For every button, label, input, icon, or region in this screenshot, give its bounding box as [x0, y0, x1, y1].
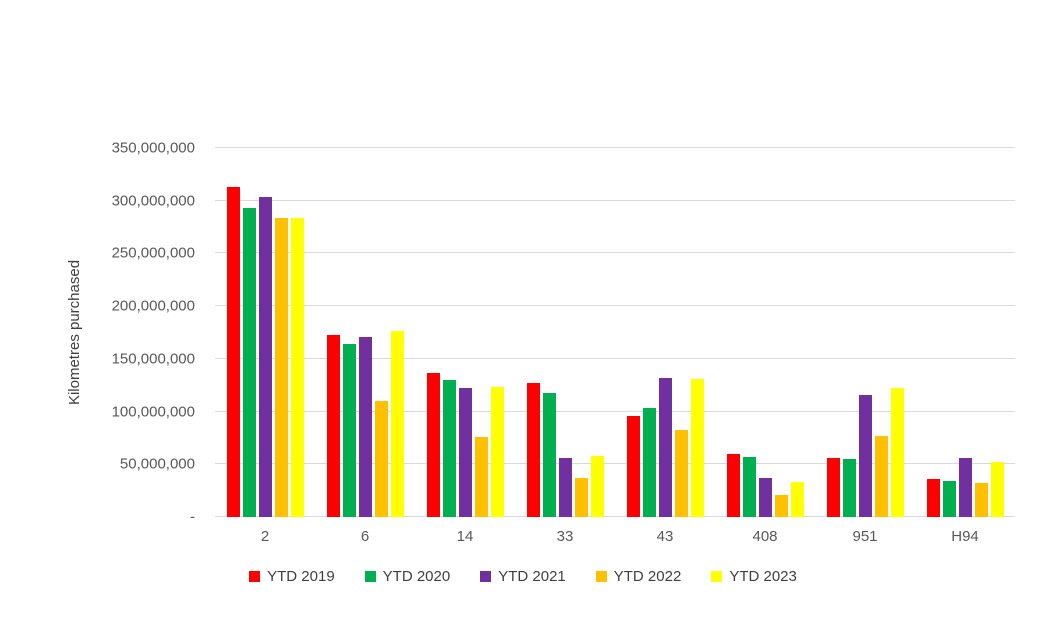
legend-label: YTD 2023 — [729, 568, 797, 585]
legend-swatch-ytd-2020 — [364, 571, 376, 582]
bar-ytd-2019-2 — [226, 187, 240, 517]
gridline — [215, 410, 1015, 412]
bar-ytd-2023-2 — [290, 217, 304, 517]
bar-ytd-2020-6 — [342, 344, 356, 517]
bar-ytd-2021-408 — [758, 478, 772, 517]
x-tick-label-6: 6 — [360, 528, 370, 545]
x-axis-tick-labels: 2 6 14 33 43 408 951 H94 — [215, 528, 1015, 545]
gridline — [215, 252, 1015, 254]
gridline — [215, 147, 1015, 148]
bar-group-951 — [826, 148, 904, 517]
bar-ytd-2019-408 — [726, 453, 740, 517]
bar-ytd-2021-2 — [258, 196, 272, 517]
bar-ytd-2020-951 — [842, 459, 856, 517]
gridline — [215, 357, 1015, 359]
bar-ytd-2019-6 — [326, 334, 340, 517]
bar-ytd-2022-951 — [874, 435, 888, 517]
bar-ytd-2019-14 — [426, 372, 440, 517]
bar-ytd-2019-33 — [526, 383, 540, 517]
bar-ytd-2023-H94 — [990, 462, 1004, 517]
x-tick-label-43: 43 — [656, 528, 674, 545]
bar-ytd-2022-14 — [474, 436, 488, 517]
x-tick-label-408: 408 — [752, 528, 778, 545]
y-tick-label: 200,000,000 — [111, 297, 195, 315]
legend-item-ytd-2022: YTD 2022 — [595, 568, 682, 585]
bar-group-14 — [426, 148, 504, 517]
y-tick-label: 100,000,000 — [111, 403, 195, 421]
bar-ytd-2020-14 — [442, 379, 456, 517]
bar-group-H94 — [926, 148, 1004, 517]
bar-ytd-2023-408 — [790, 482, 804, 517]
bar-ytd-2022-2 — [274, 217, 288, 517]
bar-ytd-2022-408 — [774, 494, 788, 517]
bar-ytd-2020-33 — [542, 392, 556, 517]
y-axis-tick-labels: - 50,000,000 100,000,000 150,000,000 200,000… — [0, 140, 205, 526]
bar-ytd-2019-951 — [826, 457, 840, 517]
legend-swatch-ytd-2019 — [249, 571, 261, 582]
bar-ytd-2022-H94 — [974, 483, 988, 517]
x-tick-label-33: 33 — [556, 528, 574, 545]
bar-ytd-2023-14 — [490, 387, 504, 517]
bar-ytd-2021-33 — [558, 457, 572, 517]
legend-swatch-ytd-2022 — [595, 571, 607, 582]
legend-label: YTD 2022 — [613, 568, 682, 585]
y-tick-label: 150,000,000 — [111, 350, 195, 368]
legend-item-ytd-2023: YTD 2023 — [711, 568, 797, 585]
bar-group-33 — [526, 148, 604, 517]
x-tick-label-14: 14 — [456, 528, 474, 545]
bar-ytd-2021-951 — [858, 394, 872, 517]
y-tick-label: 250,000,000 — [111, 244, 195, 262]
bar-ytd-2023-6 — [390, 331, 404, 517]
gridline — [215, 199, 1015, 201]
bar-ytd-2023-951 — [890, 388, 904, 517]
bar-ytd-2022-43 — [674, 429, 688, 517]
legend: YTD 2019 YTD 2020 YTD 2021 YTD 2022 YTD 2023 — [0, 568, 1046, 585]
legend-label: YTD 2019 — [267, 568, 335, 585]
legend-item-ytd-2021: YTD 2021 — [480, 568, 566, 585]
x-tick-label-951: 951 — [852, 528, 878, 545]
y-tick-label: - — [190, 508, 195, 526]
gridline — [215, 305, 1015, 307]
legend-item-ytd-2019: YTD 2019 — [249, 568, 335, 585]
x-tick-label-H94: H94 — [951, 528, 979, 545]
legend-label: YTD 2021 — [498, 568, 566, 585]
bar-ytd-2020-43 — [642, 408, 656, 517]
bar-group-408 — [726, 148, 804, 517]
bar-ytd-2023-43 — [690, 378, 704, 517]
bar-ytd-2023-33 — [590, 455, 604, 517]
x-tick-label-2: 2 — [260, 528, 270, 545]
bar-ytd-2021-43 — [658, 377, 672, 517]
bar-ytd-2022-33 — [574, 478, 588, 517]
bar-ytd-2021-6 — [358, 336, 372, 517]
legend-swatch-ytd-2023 — [711, 571, 723, 582]
bar-ytd-2020-408 — [742, 456, 756, 517]
bar-ytd-2019-H94 — [926, 479, 940, 517]
y-tick-label: 50,000,000 — [119, 455, 195, 473]
y-tick-label: 350,000,000 — [111, 139, 195, 157]
y-tick-label: 300,000,000 — [111, 192, 195, 210]
bar-group-43 — [626, 148, 704, 517]
bar-ytd-2022-6 — [374, 401, 388, 517]
bar-group-2 — [226, 148, 304, 517]
gridline — [215, 516, 1015, 517]
gridline — [215, 463, 1015, 465]
bar-ytd-2019-43 — [626, 415, 640, 517]
bar-ytd-2021-H94 — [958, 457, 972, 517]
legend-label: YTD 2020 — [382, 568, 451, 585]
bar-ytd-2021-14 — [458, 388, 472, 517]
bar-group-6 — [326, 148, 404, 517]
legend-item-ytd-2020: YTD 2020 — [364, 568, 451, 585]
plot-area — [215, 147, 1015, 517]
bar-ytd-2020-H94 — [942, 481, 956, 517]
bar-ytd-2020-2 — [242, 208, 256, 517]
legend-swatch-ytd-2021 — [480, 571, 492, 582]
